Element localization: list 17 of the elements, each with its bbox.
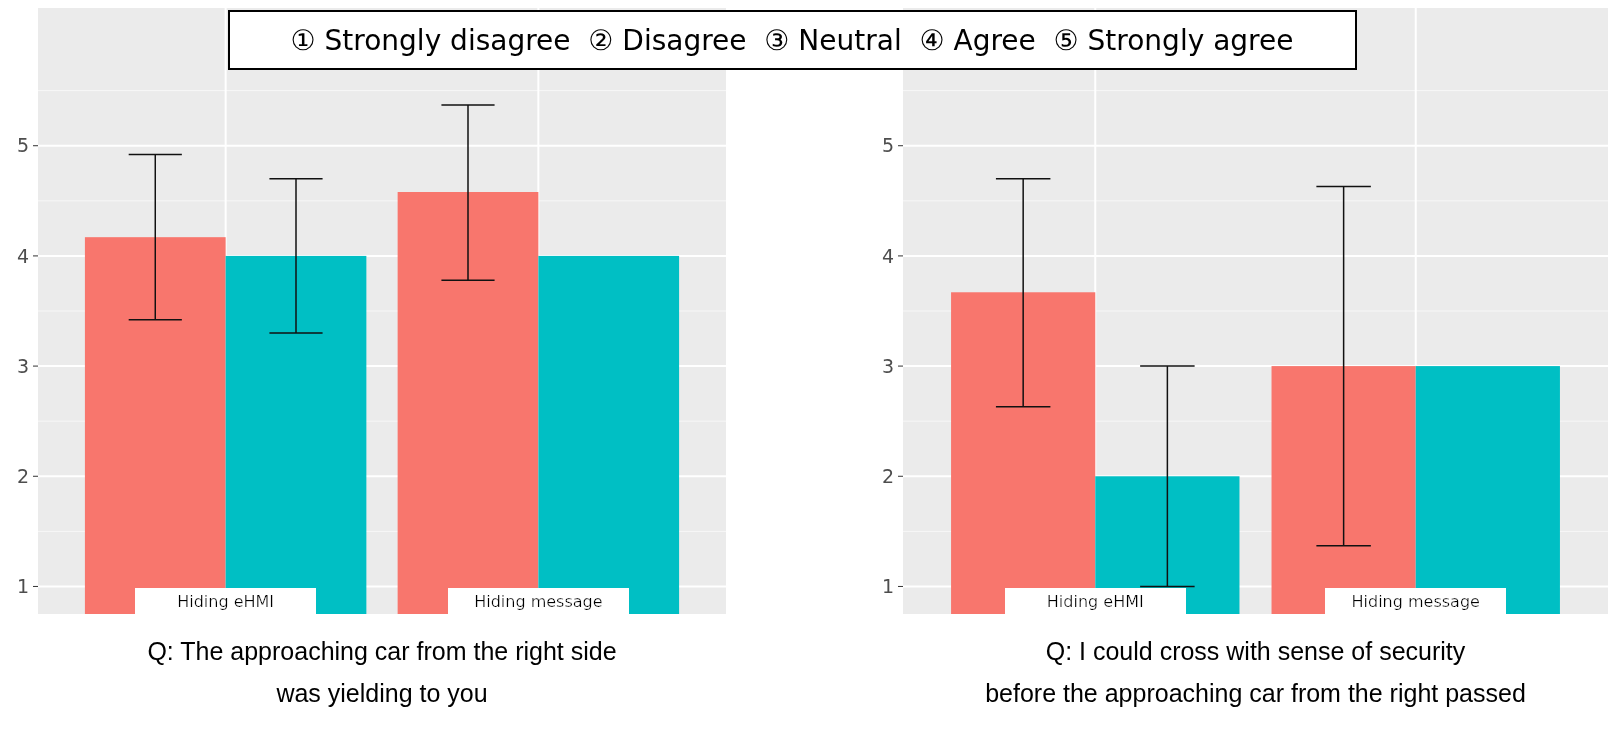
y-tick-label: 2 [16, 464, 29, 487]
annotation: ① Strongly disagree ② Disagree ③ Neutral ④ Agree ⑤ Strongly agree [290, 24, 1294, 57]
x-tick-label: Hiding eHMI [177, 592, 275, 611]
text: Q: I could cross with sense of security before the approaching car from the right passed [985, 637, 1526, 707]
y-tick-label: 3 [16, 354, 29, 377]
y-tick-label: 2 [881, 464, 894, 487]
x-tick-label: Hiding message [1351, 592, 1480, 611]
x-tick-label: Hiding eHMI [1046, 592, 1144, 611]
y-tick-label: 4 [881, 244, 894, 267]
y-tick-label: 5 [881, 134, 894, 157]
y-tick-label: 5 [16, 134, 29, 157]
y-tick-label: 4 [16, 244, 29, 267]
y-tick-label: 1 [881, 575, 894, 598]
x-tick-label: Hiding message [474, 592, 603, 611]
y-tick-label: 3 [881, 354, 894, 377]
text: Q: The approaching car from the right side was yielding to you [147, 637, 617, 707]
y-tick-label: 1 [16, 575, 29, 598]
